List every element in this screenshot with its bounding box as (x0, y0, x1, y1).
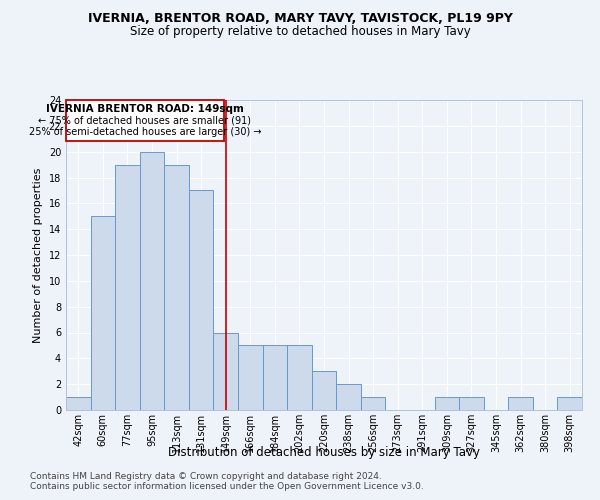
Text: Distribution of detached houses by size in Mary Tavy: Distribution of detached houses by size … (168, 446, 480, 459)
Bar (263, 346, 287, 410)
Text: Size of property relative to detached houses in Mary Tavy: Size of property relative to detached ho… (130, 25, 470, 38)
Bar (434, 397, 459, 410)
Bar (287, 346, 312, 410)
Bar (361, 397, 385, 410)
Y-axis label: Number of detached properties: Number of detached properties (33, 168, 43, 342)
Text: Contains HM Land Registry data © Crown copyright and database right 2024.: Contains HM Land Registry data © Crown c… (30, 472, 382, 481)
Bar (557, 397, 582, 410)
Bar (140, 152, 164, 410)
Text: IVERNIA BRENTOR ROAD: 149sqm: IVERNIA BRENTOR ROAD: 149sqm (46, 104, 244, 114)
Bar (91, 216, 115, 410)
Bar (459, 397, 484, 410)
Bar (336, 384, 361, 410)
Bar (66, 100, 224, 141)
Text: IVERNIA, BRENTOR ROAD, MARY TAVY, TAVISTOCK, PL19 9PY: IVERNIA, BRENTOR ROAD, MARY TAVY, TAVIST… (88, 12, 512, 26)
Bar (115, 164, 140, 410)
Bar (508, 397, 533, 410)
Bar (189, 190, 214, 410)
Text: Contains public sector information licensed under the Open Government Licence v3: Contains public sector information licen… (30, 482, 424, 491)
Bar (164, 164, 189, 410)
Text: 25% of semi-detached houses are larger (30) →: 25% of semi-detached houses are larger (… (29, 127, 261, 137)
Bar (312, 371, 336, 410)
Bar (66, 397, 91, 410)
Bar (214, 332, 238, 410)
Text: ← 75% of detached houses are smaller (91): ← 75% of detached houses are smaller (91… (38, 116, 251, 126)
Bar (238, 346, 263, 410)
